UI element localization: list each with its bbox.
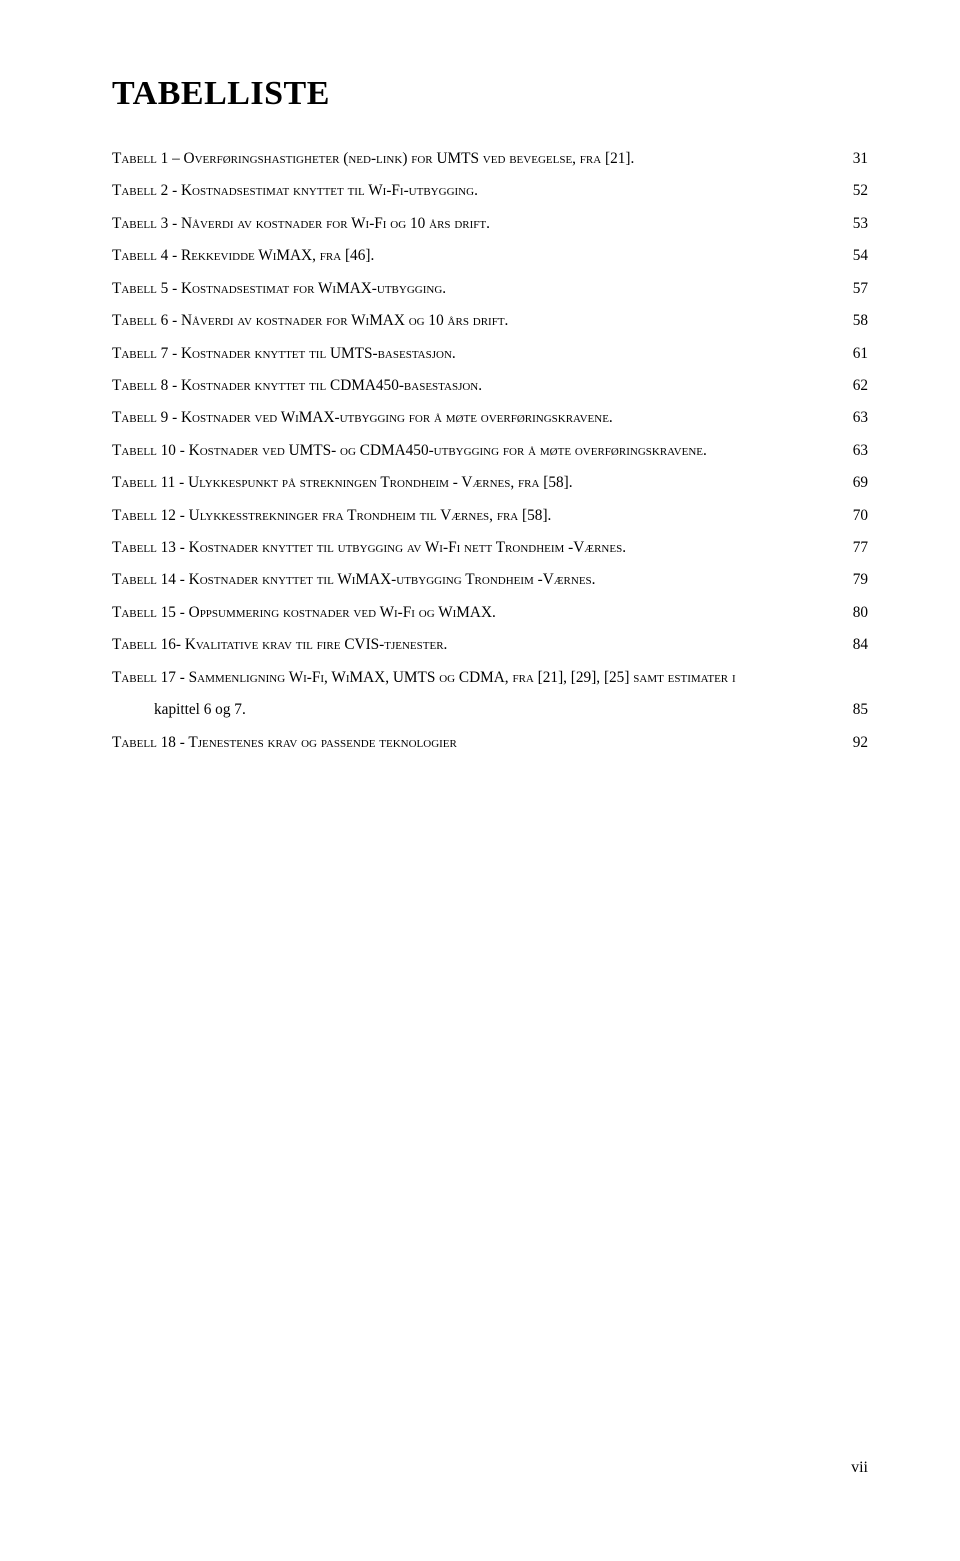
toc-entries: Tabell 1 – Overføringshastigheter (ned-l… [112,143,868,759]
toc-entry: Tabell 14 - Kostnader knyttet til WiMAX-… [112,564,868,596]
toc-entry: Tabell 11 - Ulykkespunkt på strekningen … [112,467,868,499]
toc-entry: Tabell 5 - Kostnadsestimat for WiMAX-utb… [112,273,868,305]
toc-entry-text: Tabell 14 - Kostnader knyttet til WiMAX-… [112,564,596,596]
toc-entry-text: Tabell 6 - Nåverdi av kostnader for WiMA… [112,305,508,337]
toc-entry: Tabell 17 - Sammenligning Wi-Fi, WiMAX, … [112,662,868,727]
toc-page-number: 63 [851,435,868,467]
toc-entry-text: Tabell 4 - Rekkevidde WiMAX, fra [46]. [112,240,374,272]
toc-page-number: 77 [851,532,868,564]
toc-entry-text: kapittel 6 og 7. [154,694,246,726]
page-number-footer: vii [851,1459,868,1477]
toc-page-number: 62 [851,370,868,402]
page: TABELLISTE Tabell 1 – Overføringshastigh… [0,0,960,1561]
toc-entry: Tabell 10 - Kostnader ved UMTS- og CDMA4… [112,435,868,467]
toc-entry: Tabell 1 – Overføringshastigheter (ned-l… [112,143,868,175]
toc-entry-text: Tabell 16- Kvalitative krav til fire CVI… [112,629,447,661]
toc-entry-text: Tabell 1 – Overføringshastigheter (ned-l… [112,143,634,175]
toc-page-number: 84 [851,629,868,661]
toc-page-number: 54 [851,240,868,272]
toc-page-number: 57 [851,273,868,305]
toc-entry-text: Tabell 18 - Tjenestenes krav og passende… [112,727,457,759]
toc-entry: Tabell 13 - Kostnader knyttet til utbygg… [112,532,868,564]
toc-entry-text: Tabell 9 - Kostnader ved WiMAX-utbygging… [112,402,613,434]
toc-page-number: 69 [851,467,868,499]
toc-entry: Tabell 18 - Tjenestenes krav og passende… [112,727,868,759]
toc-page-number: 92 [851,727,868,759]
toc-entry-text: Tabell 2 - Kostnadsestimat knyttet til W… [112,175,478,207]
toc-entry: Tabell 15 - Oppsummering kostnader ved W… [112,597,868,629]
toc-page-number: 79 [851,564,868,596]
toc-entry: Tabell 3 - Nåverdi av kostnader for Wi-F… [112,208,868,240]
toc-entry-text: Tabell 15 - Oppsummering kostnader ved W… [112,597,496,629]
toc-entry: Tabell 12 - Ulykkesstrekninger fra Trond… [112,500,868,532]
toc-entry: Tabell 4 - Rekkevidde WiMAX, fra [46]. 54 [112,240,868,272]
toc-entry-text: Tabell 7 - Kostnader knyttet til UMTS-ba… [112,338,456,370]
toc-page-number: 80 [851,597,868,629]
toc-entry-text: Tabell 13 - Kostnader knyttet til utbygg… [112,532,626,564]
toc-page-number: 85 [851,694,868,726]
toc-entry-text: Tabell 3 - Nåverdi av kostnader for Wi-F… [112,208,490,240]
toc-entry: Tabell 6 - Nåverdi av kostnader for WiMA… [112,305,868,337]
page-title: TABELLISTE [112,75,868,113]
toc-entry: Tabell 16- Kvalitative krav til fire CVI… [112,629,868,661]
toc-entry: Tabell 9 - Kostnader ved WiMAX-utbygging… [112,402,868,434]
toc-entry: Tabell 7 - Kostnader knyttet til UMTS-ba… [112,338,868,370]
toc-page-number: 61 [851,338,868,370]
toc-entry-text: Tabell 12 - Ulykkesstrekninger fra Trond… [112,500,551,532]
toc-entry-text: Tabell 5 - Kostnadsestimat for WiMAX-utb… [112,273,446,305]
toc-entry-continuation: kapittel 6 og 7. 85 [112,694,868,726]
toc-page-number: 70 [851,500,868,532]
toc-entry: Tabell 8 - Kostnader knyttet til CDMA450… [112,370,868,402]
toc-entry-text: Tabell 11 - Ulykkespunkt på strekningen … [112,467,573,499]
toc-entry: Tabell 2 - Kostnadsestimat knyttet til W… [112,175,868,207]
toc-entry-text: Tabell 10 - Kostnader ved UMTS- og CDMA4… [112,435,707,467]
toc-page-number: 53 [851,208,868,240]
toc-page-number: 63 [851,402,868,434]
toc-page-number: 31 [851,143,868,175]
toc-entry-text: Tabell 17 - Sammenligning Wi-Fi, WiMAX, … [112,662,868,694]
toc-entry-text: Tabell 8 - Kostnader knyttet til CDMA450… [112,370,482,402]
toc-page-number: 58 [851,305,868,337]
toc-page-number: 52 [851,175,868,207]
